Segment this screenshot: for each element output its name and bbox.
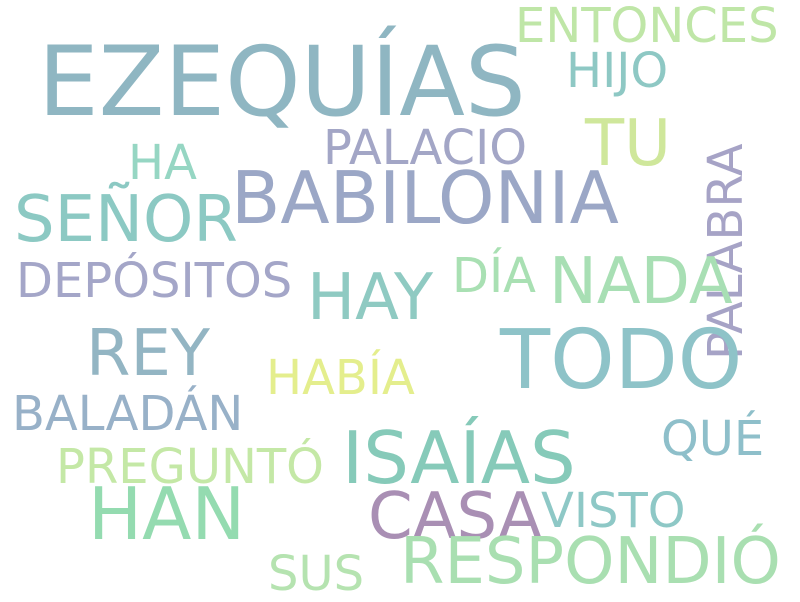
- word-nada: NADA: [549, 245, 733, 319]
- word-isaias: ISAÍAS: [342, 416, 576, 500]
- word-entonces: ENTONCES: [515, 0, 779, 54]
- word-hay: HAY: [307, 261, 434, 335]
- word-que: QUÉ: [661, 411, 765, 467]
- word-respondio: RESPONDIÓ: [400, 525, 781, 599]
- word-sus: SUS: [268, 546, 365, 602]
- word-pregunto: PREGUNTÓ: [56, 439, 324, 495]
- word-palacio: PALACIO: [323, 120, 527, 176]
- word-han: HAN: [88, 472, 246, 556]
- word-senor: SEÑOR: [14, 183, 238, 257]
- word-habia: HABÍA: [266, 350, 415, 406]
- word-rey: REY: [86, 317, 210, 391]
- word-baladan: BALADÁN: [12, 386, 244, 442]
- word-casa: CASA: [368, 480, 543, 554]
- word-todo: TODO: [500, 313, 743, 408]
- word-dia: DÍA: [452, 248, 536, 304]
- word-tu: TU: [585, 107, 671, 181]
- word-visto: VISTO: [541, 483, 686, 539]
- word-babilonia: BABILONIA: [231, 156, 619, 240]
- word-ezequias: EZEQUÍAS: [38, 26, 526, 138]
- word-hijo: HIJO: [566, 43, 669, 99]
- word-depositos: DEPÓSITOS: [16, 253, 293, 309]
- word-ha: HA: [128, 135, 197, 191]
